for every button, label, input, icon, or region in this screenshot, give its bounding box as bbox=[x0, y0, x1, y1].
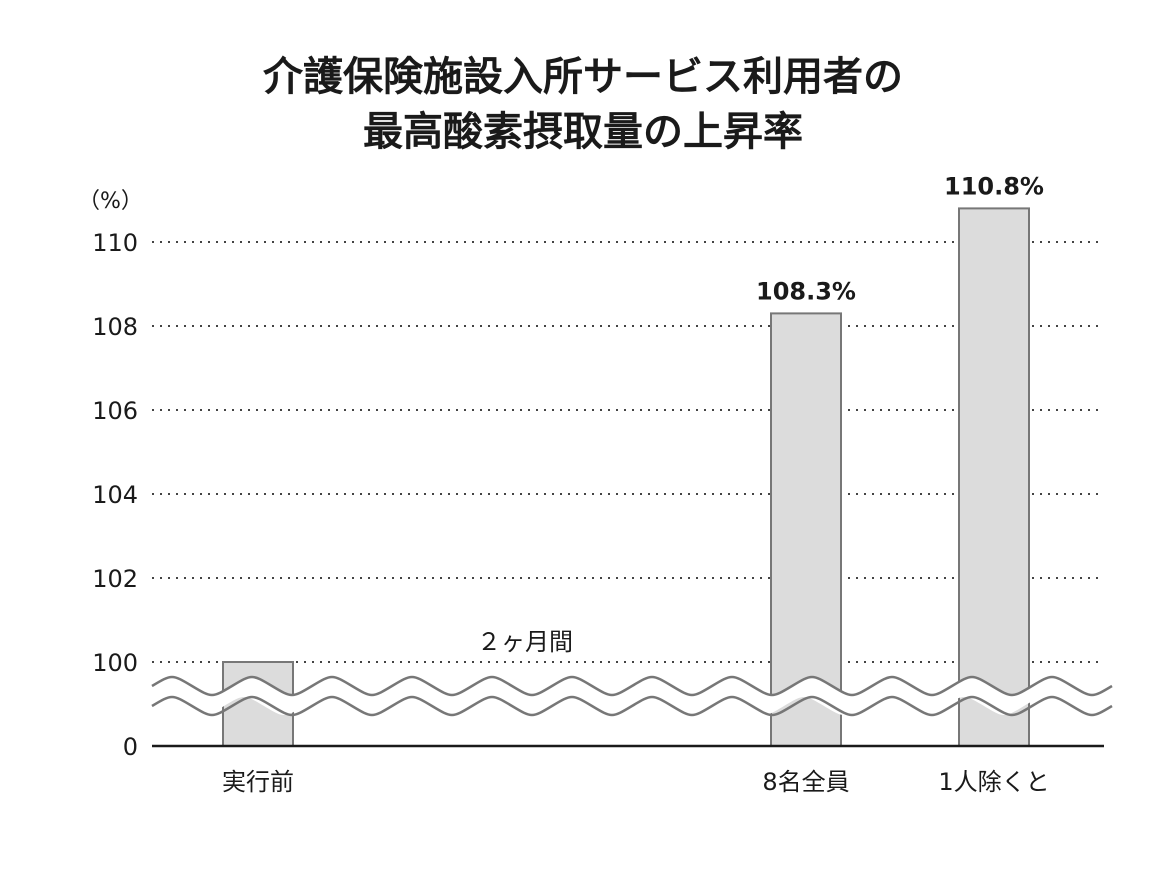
y-tick-label: 108 bbox=[92, 313, 138, 341]
data-labels: 108.3% 110.8% bbox=[756, 172, 1044, 305]
y-tick-label: 106 bbox=[92, 397, 138, 425]
axis-break bbox=[144, 675, 1113, 717]
y-axis-unit-label: （%） bbox=[78, 189, 143, 214]
chart-title: 介護保険施設入所サービス利用者の 最高酸素摂取量の上昇率 bbox=[263, 54, 903, 155]
category-labels: 実行前 8名全員 1人除くと bbox=[222, 768, 1050, 796]
axis-break-wave-top bbox=[151, 675, 1113, 697]
y-tick-label: 102 bbox=[92, 565, 138, 593]
chart-title-line-1: 介護保険施設入所サービス利用者の bbox=[263, 54, 903, 100]
axis-break-wave-bottom bbox=[151, 695, 1113, 717]
y-tick-label: 110 bbox=[92, 229, 138, 257]
data-label: 110.8% bbox=[944, 172, 1044, 200]
gridlines bbox=[152, 241, 1104, 663]
period-annotation: ２ヶ月間 bbox=[477, 628, 573, 656]
category-label: 1人除くと bbox=[938, 768, 1049, 796]
category-label: 実行前 bbox=[222, 768, 294, 796]
bars bbox=[222, 207, 1030, 747]
y-tick-label: 104 bbox=[92, 481, 138, 509]
category-label: 8名全員 bbox=[762, 768, 849, 796]
y-axis-ticks: 0 100 102 104 106 108 110 bbox=[92, 229, 138, 761]
chart-title-line-2: 最高酸素摂取量の上昇率 bbox=[363, 109, 803, 155]
data-label: 108.3% bbox=[756, 277, 856, 305]
bar-2 bbox=[770, 312, 842, 747]
y-tick-label: 0 bbox=[123, 733, 138, 761]
axis-break-gap bbox=[144, 677, 1112, 715]
y-tick-label: 100 bbox=[92, 649, 138, 677]
bar-3 bbox=[958, 207, 1030, 747]
